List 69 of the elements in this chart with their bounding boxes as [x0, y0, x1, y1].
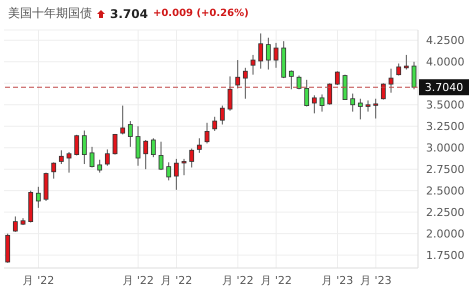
- y-tick-label: 2.7500: [426, 163, 464, 176]
- text: 3.704: [110, 6, 148, 20]
- candlestick: [320, 94, 324, 112]
- y-tick-label: 3.2500: [426, 120, 464, 134]
- candlestick: [266, 37, 271, 70]
- candlestick: [150, 138, 156, 158]
- candlestick: [66, 152, 72, 174]
- candlestick: [36, 186, 41, 208]
- candlestick: [143, 139, 148, 170]
- candlestick: [74, 134, 80, 156]
- candlestick: [274, 42, 278, 68]
- y-tick-label: 1.7500: [426, 249, 464, 262]
- candlestick: [396, 63, 402, 76]
- candlestick: [296, 75, 302, 90]
- candlestick: [366, 100, 370, 112]
- x-tick-label: 月 '22: [160, 274, 192, 287]
- x-tick-label: 月 '22: [22, 274, 54, 287]
- candlestick: [235, 60, 240, 89]
- candlestick: [182, 158, 186, 176]
- candlestick: [174, 158, 179, 190]
- ref-line-label: 3.7040: [424, 81, 464, 94]
- y-tick-label: 2.0000: [426, 228, 464, 241]
- y-tick-label: 2.2500: [426, 206, 464, 220]
- y-tick-label: 3.5000: [426, 98, 464, 112]
- candlestick: [166, 162, 172, 181]
- x-tick-label: 月 '23: [322, 274, 354, 287]
- candlestick: [304, 79, 310, 107]
- candlestick: [388, 68, 394, 94]
- chart-title: 美国十年期国债: [8, 5, 92, 22]
- candlestick: [373, 98, 378, 119]
- candlestick: [82, 130, 87, 165]
- candlestick: [104, 148, 110, 166]
- candlestick: [242, 67, 248, 100]
- candlestick: [120, 105, 126, 135]
- candlestick: [412, 61, 416, 90]
- y-tick-label: 2.5000: [426, 184, 464, 198]
- candlestick: [58, 150, 64, 165]
- y-tick-label: 4.0000: [426, 56, 464, 69]
- candlestick: [196, 138, 202, 154]
- candlestick: [258, 32, 264, 70]
- candlestick: [334, 70, 340, 86]
- candlestick: [136, 126, 140, 166]
- candlestick: [128, 120, 133, 148]
- x-tick-label: 月 '23: [360, 274, 392, 287]
- candlestick: [228, 76, 232, 112]
- candlestick: [12, 216, 18, 232]
- y-tick-label: 4.2500: [426, 34, 464, 48]
- candlestick: [51, 162, 56, 180]
- x-tick-label: 月 '22: [222, 274, 254, 287]
- candlestick: [220, 105, 225, 126]
- candlestick: [158, 141, 164, 171]
- candlestick: [212, 116, 218, 132]
- candlestick: [288, 70, 294, 90]
- candlestick: [327, 82, 332, 106]
- candlestick: [189, 148, 194, 168]
- x-tick-label: 月 '22: [260, 274, 292, 287]
- text: +0.009 (+0.26%): [152, 8, 249, 19]
- x-tick-label: 月 '22: [122, 274, 154, 287]
- candlestick: [97, 159, 102, 174]
- candlestick: [350, 93, 356, 112]
- candlestick: [90, 146, 94, 168]
- candlestick: [358, 98, 363, 120]
- candlestick: [112, 133, 118, 156]
- y-tick-label: 3.0000: [426, 142, 464, 155]
- candlestick: [404, 54, 409, 70]
- candlestick: [312, 94, 317, 114]
- candlestick: [380, 82, 386, 100]
- candlestick: [250, 54, 256, 76]
- candlestick: [204, 122, 210, 144]
